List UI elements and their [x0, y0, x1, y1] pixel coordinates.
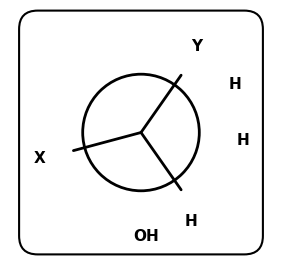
Text: H: H	[228, 77, 241, 92]
Circle shape	[83, 74, 199, 191]
Text: OH: OH	[133, 229, 159, 244]
FancyBboxPatch shape	[19, 11, 263, 254]
Text: H: H	[237, 133, 250, 148]
Text: H: H	[185, 214, 198, 229]
Text: X: X	[34, 151, 45, 166]
Text: Y: Y	[191, 39, 202, 54]
